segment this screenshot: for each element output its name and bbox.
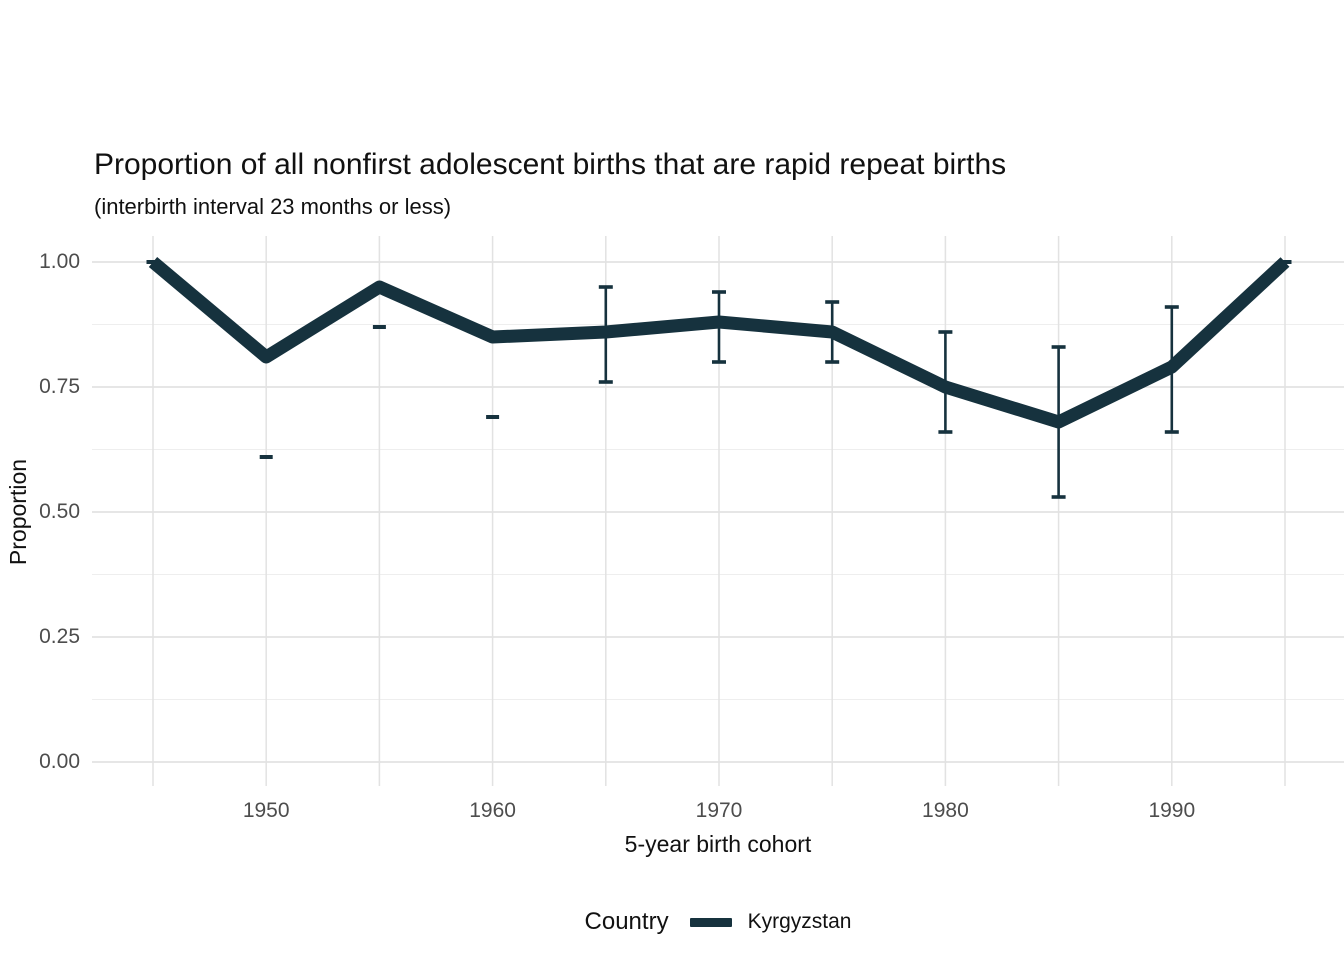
x-tick-label: 1950: [242, 799, 290, 822]
y-tick-label: 0.50: [39, 500, 80, 523]
legend-item-label: Kyrgyzstan: [747, 910, 852, 933]
chart-title: Proportion of all nonfirst adolescent bi…: [94, 148, 1007, 181]
y-tick-label: 0.75: [39, 375, 80, 398]
legend-title: Country: [584, 908, 669, 935]
chart-subtitle: (interbirth interval 23 months or less): [94, 194, 452, 219]
y-tick-label: 1.00: [39, 250, 80, 273]
legend: Country Kyrgyzstan: [92, 901, 1344, 943]
x-tick-label: 1960: [469, 799, 516, 822]
y-tick-label: 0.25: [39, 625, 80, 648]
x-tick-label: 1970: [695, 799, 743, 822]
y-tick-label: 0.00: [39, 750, 80, 773]
legend-key-line-swatch: [689, 917, 732, 927]
x-axis-title: 5-year birth cohort: [624, 831, 812, 857]
x-tick-label: 1980: [922, 799, 969, 822]
plot-panel: [92, 236, 1344, 786]
series-line-kyrgyzstan: [148, 257, 1290, 429]
x-tick-label: 1990: [1148, 799, 1196, 822]
